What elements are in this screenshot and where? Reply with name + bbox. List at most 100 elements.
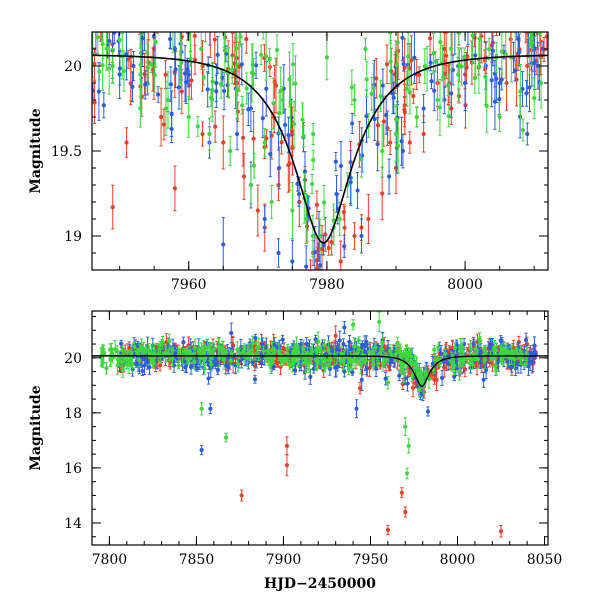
top-series-1-point <box>490 35 496 67</box>
top-series-2-point <box>207 117 212 151</box>
bottom-series-2-point <box>268 353 273 370</box>
top-series-2-point <box>141 32 145 36</box>
top-series-1-point <box>262 205 267 233</box>
top-series-0-point <box>276 169 281 201</box>
top-series-1-point <box>350 112 355 134</box>
bottom-series-1-point <box>487 342 492 352</box>
bottom-outlier-1-point <box>229 322 234 344</box>
bottom-series-2-point <box>242 343 247 352</box>
top-y-tick-label: 20 <box>64 59 82 75</box>
bottom-outlier-0-point <box>284 454 290 477</box>
bottom-series-1-point <box>532 336 537 355</box>
top-series-1-point <box>124 32 129 81</box>
top-series-1-point <box>429 73 434 90</box>
bottom-series-1-point <box>439 369 445 386</box>
top-series-2-point <box>250 43 255 86</box>
top-series-2-point <box>484 79 489 133</box>
top-series-2-point <box>476 38 482 94</box>
top-series-2-point <box>261 32 265 40</box>
top-series-2-point <box>179 39 184 87</box>
bottom-series-2-point <box>395 336 400 351</box>
top-series-2-point <box>155 32 159 35</box>
top-series-2-point <box>248 166 254 204</box>
bottom-series-2-point <box>212 342 217 357</box>
bottom-series-2-point <box>382 352 387 367</box>
bottom-series-2-point <box>482 349 488 370</box>
top-series-2-point <box>163 81 169 136</box>
top-series-2-point <box>244 72 249 105</box>
top-series-2-point <box>288 75 293 130</box>
bottom-outlier-1-point <box>342 321 347 334</box>
top-series-1-point <box>95 0 99 17</box>
bottom-series-1-point <box>252 374 258 384</box>
top-series-2-point <box>317 218 323 254</box>
top-series-2-point <box>203 32 208 43</box>
bottom-series-2-point <box>291 358 296 366</box>
top-series-1-point <box>94 32 98 55</box>
bottom-series-2-point <box>379 342 384 356</box>
bottom-outlier-1-point <box>199 444 204 456</box>
top-series-0-point <box>241 153 247 200</box>
bottom-outlier-1-point <box>481 371 486 388</box>
bottom-series-2-point <box>322 363 327 373</box>
bottom-series-1-point <box>337 330 342 351</box>
bottom-series-2-point <box>362 356 368 366</box>
top-series-2-point <box>444 0 448 30</box>
top-series-2-point <box>437 78 443 136</box>
top-series-2-point <box>97 63 102 81</box>
bottom-series-2-point <box>120 360 125 378</box>
top-series-2-point <box>237 32 242 45</box>
bottom-series-2-point <box>237 348 242 360</box>
bottom-series-2-point <box>132 341 137 352</box>
top-series-0-point <box>504 55 509 111</box>
top-series-0-point <box>158 87 164 147</box>
top-series-1-point <box>199 0 203 16</box>
top-series-1-point <box>520 70 525 107</box>
top-series-1-point <box>168 32 173 50</box>
top-series-0-point <box>407 131 412 154</box>
bottom-series-2-point <box>412 354 417 375</box>
bottom-series-2-point <box>176 362 181 370</box>
bottom-x-tick-label: 8000 <box>440 552 476 568</box>
top-series-1-point <box>432 70 437 112</box>
top-tick-marks <box>92 31 548 271</box>
bottom-series-2-point <box>108 350 113 368</box>
top-series-0-point <box>417 66 422 84</box>
top-series-2-point <box>363 37 368 61</box>
top-series-2-point <box>378 80 383 113</box>
top-series-2-point <box>321 185 327 221</box>
top-series-2-point <box>259 44 264 66</box>
top-y-tick-label: 19 <box>64 229 82 245</box>
top-series-1-point <box>221 71 227 111</box>
top-series-2-point <box>435 79 440 121</box>
bottom-series-2-point <box>475 349 481 369</box>
bottom-outlier-2-point <box>404 467 410 480</box>
bottom-series-2-point <box>512 349 517 369</box>
bottom-outlier-2-point <box>350 319 356 331</box>
top-x-tick-label: 7980 <box>309 277 345 293</box>
top-series-2-point <box>394 48 399 83</box>
bottom-series-2-point <box>216 338 221 356</box>
top-series-1-point <box>253 51 259 79</box>
top-series-1-point <box>239 43 244 86</box>
bottom-series-2-point <box>294 336 299 355</box>
top-series-0-point <box>338 240 343 270</box>
top-series-2-point <box>138 89 143 128</box>
top-series-2-point <box>228 135 233 167</box>
top-series-2-point <box>518 63 523 120</box>
bottom-outlier-1-point <box>206 372 211 385</box>
top-series-2-point <box>433 51 438 73</box>
top-series-0-point <box>146 32 150 41</box>
top-series-1-point <box>391 81 396 114</box>
top-series-1-point <box>473 0 477 18</box>
bottom-series-1-point <box>133 360 139 368</box>
bottom-outlier-2-point <box>199 402 204 416</box>
top-series-0-point <box>200 121 205 147</box>
top-series-1-point <box>143 69 148 100</box>
top-series-0-point <box>468 0 472 28</box>
top-series-1-point <box>342 234 347 258</box>
bottom-series-1-point <box>471 337 476 351</box>
top-series-2-point <box>300 102 305 138</box>
top-series-2-point <box>470 32 475 64</box>
bottom-series-2-point <box>303 351 309 371</box>
